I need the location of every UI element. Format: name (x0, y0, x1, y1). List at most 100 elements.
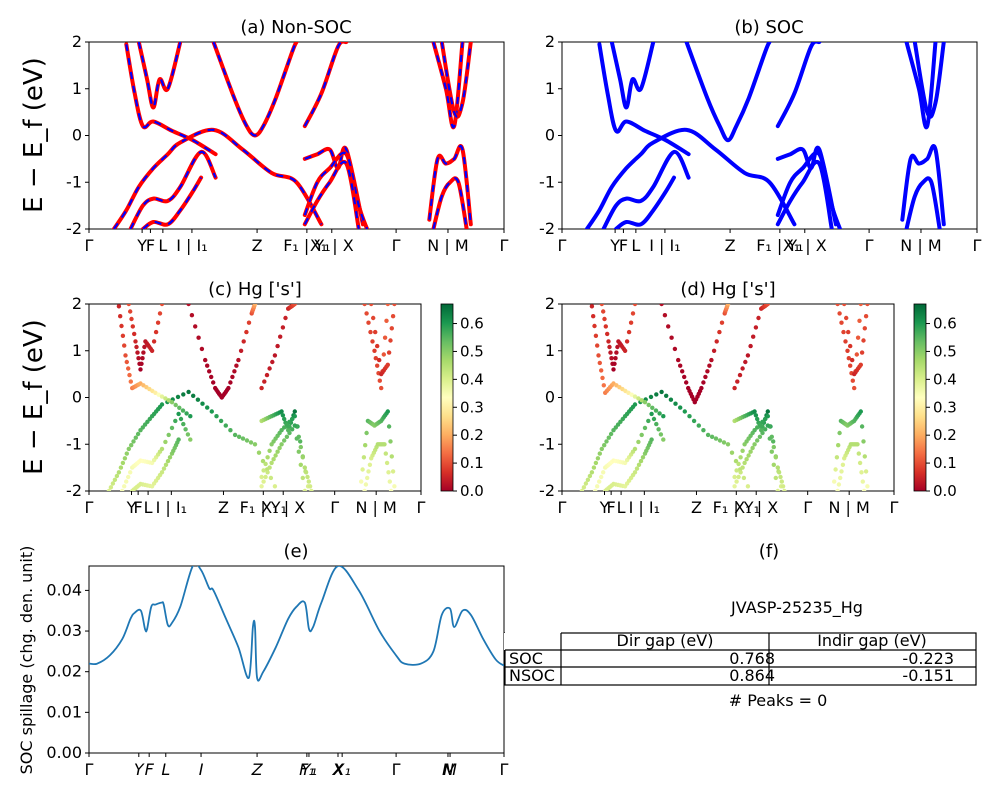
band-point (599, 474, 604, 480)
band-point (725, 442, 731, 447)
band-point (780, 484, 786, 489)
band-point (661, 414, 666, 419)
band-point (752, 442, 757, 447)
band-line-nonsoc-dash (129, 150, 217, 229)
band-point (642, 425, 648, 431)
band-point (753, 325, 759, 330)
band-point (673, 401, 678, 406)
band-point (188, 414, 193, 419)
band-point (601, 383, 606, 388)
band-point (613, 356, 618, 361)
band-point (585, 477, 591, 482)
x-tick-label: F (146, 236, 155, 255)
band-point (629, 392, 634, 397)
band-point (591, 314, 596, 319)
panel-e-title: (e) (283, 541, 308, 562)
band-line-soc (904, 176, 942, 229)
band-point (177, 405, 182, 410)
band-point (858, 304, 863, 307)
band-point (765, 304, 770, 307)
material-id: JVASP-25235_Hg (730, 598, 863, 618)
band-point (122, 343, 127, 348)
band-point (840, 462, 846, 467)
y-tick-label: 2 (545, 32, 555, 51)
band-point (607, 344, 612, 350)
band-point (373, 329, 378, 335)
x-tick-label: Z (725, 236, 736, 255)
band-point (131, 439, 136, 444)
x-tick-label: L (161, 760, 170, 779)
panel-c-title: (c) Hg ['s'] (208, 279, 302, 300)
table-cell: 0.768 (729, 649, 775, 668)
band-point (267, 448, 272, 453)
x-tick-label: Γ (500, 236, 509, 255)
band-point (634, 466, 640, 471)
band-point (382, 442, 387, 447)
colorbar-tick-label: 0.2 (933, 426, 957, 444)
band-point (185, 432, 191, 437)
colorbar-d (913, 303, 927, 492)
band-line-nonsoc-dash (303, 160, 360, 229)
x-tick-label: Y₁ (301, 760, 317, 779)
band-point (303, 470, 309, 475)
band-point (639, 432, 644, 438)
x-tick-label: Γ (558, 498, 567, 517)
y-tick-label: 1 (545, 79, 555, 98)
band-point (609, 356, 614, 361)
band-point (267, 465, 272, 470)
band-point (775, 488, 780, 491)
band-point (581, 485, 587, 490)
y-tick-label: 0 (545, 388, 555, 407)
band-point (123, 353, 128, 358)
band-point (729, 450, 735, 455)
band-point (836, 443, 841, 448)
band-point (126, 474, 131, 480)
band-point (765, 423, 770, 428)
band-point (642, 400, 648, 405)
band-point (752, 428, 757, 433)
band-point (838, 475, 843, 481)
band-point (717, 438, 723, 443)
band-point (269, 460, 274, 466)
band-point (128, 470, 133, 475)
band-point (165, 458, 171, 464)
x-tick-label: L (617, 498, 626, 517)
band-point (744, 457, 749, 462)
band-point (156, 392, 161, 397)
band-line-nonsoc-dash (125, 44, 217, 156)
band-point (653, 408, 659, 413)
x-tick-label: L (158, 236, 167, 255)
band-point (362, 488, 367, 491)
band-point (661, 437, 666, 442)
band-point (765, 414, 770, 419)
band-point (862, 454, 867, 459)
band-point (306, 479, 311, 484)
band-point (740, 448, 745, 453)
band-point (280, 413, 286, 418)
band-line-nonsoc-dash (212, 42, 298, 137)
band-point (149, 348, 155, 353)
x-tick-label: I | I₁ (176, 236, 207, 255)
x-tick-label: F₁ | Y₁ (756, 236, 803, 255)
band-point (138, 367, 143, 372)
colorbar-tick-label: 0.2 (460, 426, 484, 444)
band-point (839, 320, 844, 325)
band-point (136, 356, 141, 361)
band-point (163, 396, 168, 401)
band-point (127, 372, 132, 378)
band-point (859, 350, 865, 355)
y-tick-label: 0.02 (46, 662, 82, 681)
band-point (211, 380, 216, 385)
band-point (159, 470, 165, 475)
band-point (290, 416, 295, 422)
band-point (638, 458, 644, 464)
band-point (846, 356, 851, 361)
band-point (259, 484, 264, 489)
band-point (579, 488, 585, 491)
band-point (129, 316, 134, 322)
band-point (265, 455, 270, 460)
band-point (624, 339, 630, 344)
band-point (128, 379, 133, 384)
